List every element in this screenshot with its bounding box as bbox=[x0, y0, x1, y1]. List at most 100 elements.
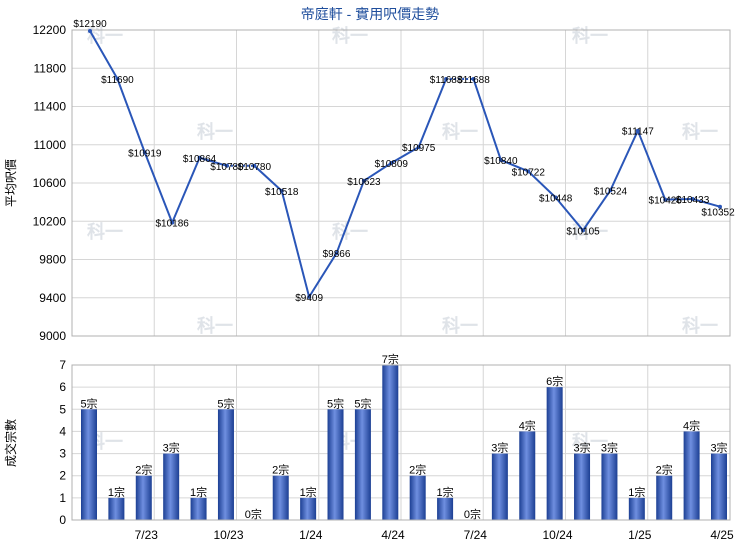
price-data-label: $11147 bbox=[622, 127, 654, 138]
price-line-segment bbox=[335, 180, 365, 254]
volume-x-tick: 1/24 bbox=[299, 528, 323, 542]
volume-bar bbox=[81, 409, 97, 520]
volume-bar bbox=[135, 475, 152, 520]
price-y-tick: 11800 bbox=[34, 61, 67, 75]
price-line-segment bbox=[665, 197, 693, 201]
price-y-tick: 11000 bbox=[34, 138, 67, 152]
price-y-tick: 9800 bbox=[39, 253, 66, 267]
volume-bar-label: 3宗 bbox=[163, 441, 180, 455]
volume-bar-label: 2宗 bbox=[656, 463, 673, 477]
volume-bar-label: 2宗 bbox=[409, 463, 426, 477]
price-line-segment bbox=[527, 170, 557, 199]
price-line-segment bbox=[636, 130, 667, 201]
price-line-segment bbox=[116, 78, 146, 153]
volume-bar-label: 2宗 bbox=[135, 463, 152, 477]
volume-y-axis-label: 成交宗數 bbox=[3, 419, 18, 467]
price-line-segment bbox=[582, 189, 612, 231]
price-point bbox=[718, 204, 722, 209]
volume-x-tick: 10/24 bbox=[542, 528, 572, 542]
price-watermark: 科一 bbox=[197, 315, 233, 336]
price-watermark: 科一 bbox=[332, 221, 368, 242]
volume-bar-label: 1宗 bbox=[108, 485, 125, 499]
price-line-segment bbox=[692, 198, 721, 208]
price-y-tick: 10600 bbox=[33, 176, 67, 190]
price-line-segment bbox=[472, 78, 502, 161]
price-data-label: $10809 bbox=[375, 159, 409, 170]
volume-bar-label: 1宗 bbox=[437, 485, 454, 499]
price-data-label: $10780 bbox=[210, 162, 244, 173]
price-data-label: $10433 bbox=[676, 195, 710, 206]
volume-y-tick: 4 bbox=[59, 424, 66, 438]
price-data-label: $10524 bbox=[594, 186, 628, 197]
volume-bar bbox=[574, 453, 591, 520]
price-line-segment bbox=[308, 252, 338, 298]
volume-bar bbox=[683, 431, 700, 520]
volume-bar bbox=[382, 365, 399, 520]
volume-y-tick: 0 bbox=[59, 513, 66, 527]
price-data-label: $10722 bbox=[512, 167, 546, 178]
price-point bbox=[334, 251, 339, 256]
volume-bar-label: 0宗 bbox=[245, 507, 262, 521]
volume-x-tick: 10/23 bbox=[213, 528, 243, 542]
volume-bar-label: 5宗 bbox=[80, 396, 97, 410]
price-line-segment bbox=[417, 78, 448, 148]
price-line-segment bbox=[199, 156, 228, 167]
price-data-label: $12190 bbox=[73, 19, 107, 30]
price-point bbox=[635, 128, 640, 133]
price-watermark: 科一 bbox=[87, 221, 123, 242]
price-data-label: $10623 bbox=[347, 177, 381, 188]
volume-watermark: 科一 bbox=[572, 431, 608, 452]
volume-bar bbox=[190, 497, 207, 520]
volume-bar bbox=[491, 453, 508, 520]
price-data-label: $10840 bbox=[484, 156, 518, 167]
price-data-label: $10426 bbox=[649, 196, 683, 207]
price-data-label: $11688 bbox=[457, 75, 490, 86]
volume-bar bbox=[546, 387, 563, 520]
price-data-label: $9866 bbox=[323, 249, 351, 260]
volume-y-tick: 6 bbox=[59, 380, 66, 394]
volume-x-tick: 7/24 bbox=[464, 528, 488, 542]
volume-bar bbox=[628, 497, 645, 520]
volume-bar-label: 3宗 bbox=[710, 441, 727, 455]
volume-bar bbox=[437, 497, 454, 520]
price-data-labels: $12190 $11690 $10919 $10186 $10864$10780 $107… bbox=[73, 19, 735, 304]
price-point bbox=[663, 197, 668, 202]
price-point bbox=[361, 178, 366, 183]
price-y-axis-label: 平均呎價 bbox=[4, 159, 18, 207]
price-watermark: 科一 bbox=[442, 121, 478, 142]
price-point bbox=[553, 195, 558, 200]
price-data-label: $10186 bbox=[155, 219, 189, 230]
price-watermark: 科一 bbox=[682, 315, 718, 336]
volume-y-tick: 7 bbox=[59, 358, 66, 372]
price-watermark: 科一 bbox=[332, 25, 368, 46]
volume-bar-label: 3宗 bbox=[491, 441, 508, 455]
price-point bbox=[224, 163, 229, 168]
price-point bbox=[526, 169, 531, 174]
price-data-label: $11690 bbox=[101, 75, 134, 86]
volume-bar bbox=[217, 409, 234, 520]
price-data-label: $9409 bbox=[295, 293, 323, 304]
price-data-label: $10864 bbox=[183, 154, 217, 165]
price-data-label: $10352 bbox=[701, 208, 735, 219]
price-point bbox=[444, 76, 449, 81]
price-data-label: $10919 bbox=[128, 148, 162, 159]
price-point bbox=[279, 188, 284, 193]
price-line-segment bbox=[500, 159, 529, 173]
price-point bbox=[307, 294, 312, 299]
price-point bbox=[88, 28, 92, 33]
volume-bar bbox=[354, 409, 371, 520]
price-point bbox=[170, 220, 175, 225]
volume-y-ticks: 0 1 2 3 4 5 6 7 bbox=[59, 358, 66, 527]
volume-bar-label: 7宗 bbox=[382, 352, 399, 366]
price-y-tick: 12200 bbox=[33, 23, 67, 37]
volume-y-tick: 2 bbox=[59, 469, 66, 483]
price-data-label: $10975 bbox=[402, 143, 436, 154]
volume-bar bbox=[519, 431, 536, 520]
volume-bar-label: 1宗 bbox=[190, 485, 207, 499]
volume-bar-label: 3宗 bbox=[573, 441, 590, 455]
price-line-segment bbox=[280, 190, 311, 298]
volume-bar bbox=[656, 475, 673, 520]
